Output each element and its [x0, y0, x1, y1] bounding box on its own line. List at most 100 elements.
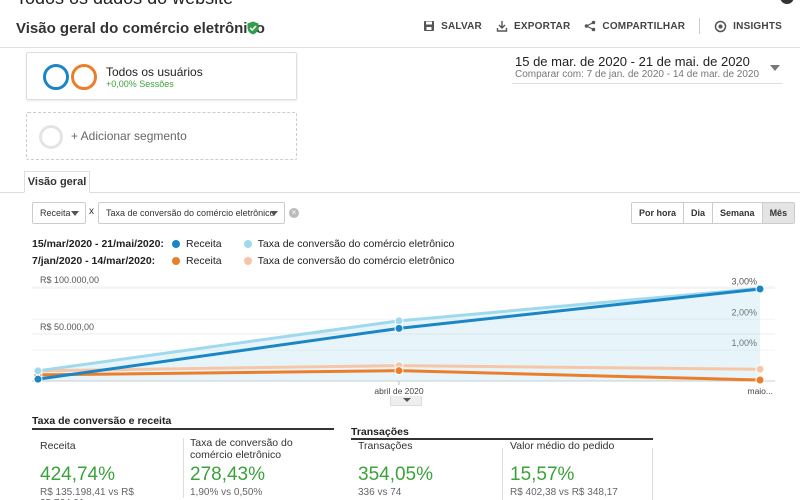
export-button[interactable]: EXPORTAR — [496, 20, 570, 32]
metric2-select-label: Taxa de conversão do comércio eletrônico — [106, 208, 275, 218]
y-left-tick-label: R$ 100.000,00 — [40, 275, 99, 285]
collapse-chart-button[interactable] — [390, 396, 422, 406]
legend-item-label: Taxa de conversão do comércio eletrônico — [257, 238, 455, 250]
chart-area[interactable]: R$ 100.000,00 R$ 50.000,00 1,00% 2,00% 3,00%… — [0, 268, 800, 408]
metric-avg-order-value[interactable]: Valor médio do pedido 15,57% R$ 402,38 v… — [510, 440, 650, 498]
metric-divider — [502, 448, 503, 500]
date-range-compare: Comparar com: 7 de jan. de 2020 - 14 de … — [515, 69, 760, 80]
add-segment-button[interactable]: + Adicionar segmento — [26, 112, 297, 160]
granularity-day-button[interactable]: Dia — [683, 203, 713, 223]
metric-label: Transações — [358, 440, 413, 452]
series-conversion-current-point — [33, 366, 43, 376]
legend-period-label: 7/jan/2020 - 14/mar/2020: — [32, 255, 156, 267]
metric-divider — [183, 438, 184, 498]
metric-value: 278,43% — [190, 464, 266, 485]
segment-name: Todos os usuários — [106, 65, 203, 79]
save-icon — [424, 21, 435, 31]
series-conversion-current-point — [394, 316, 404, 326]
add-segment-label: + Adicionar segmento — [71, 129, 187, 143]
metric1-select[interactable]: Receita — [32, 202, 86, 224]
legend-period-label: 15/mar/2020 - 21/mai/2020: — [32, 238, 164, 250]
legend-item-label: Receita — [186, 238, 222, 250]
x-tick-label: abril de 2020 — [374, 386, 423, 396]
property-view-name: Todos os dados do website — [16, 0, 233, 9]
legend-item-revenue-previous[interactable]: Receita — [172, 255, 222, 267]
verified-shield-icon — [247, 21, 259, 35]
share-label: COMPARTILHAR — [602, 20, 686, 32]
granularity-hour-button[interactable]: Por hora — [632, 203, 684, 223]
metric-transactions[interactable]: Transações 354,05% 336 vs 74 — [358, 440, 498, 498]
section-title-transactions: Transações — [351, 426, 409, 438]
metric-revenue[interactable]: Receita 424,74% R$ 135.198,41 vs R$ 25.7… — [40, 440, 180, 500]
x-tick-label: maio... — [747, 386, 773, 396]
legend-dot-icon — [172, 240, 180, 248]
report-header: Visão geral do comércio eletrônico SALVA… — [0, 8, 800, 48]
insights-label: INSIGHTS — [733, 20, 782, 32]
metric-compare: R$ 402,38 vs R$ 348,17 — [510, 487, 618, 498]
granularity-toggle: Por hora Dia Semana Mês — [631, 202, 796, 224]
legend-item-conversion-previous[interactable]: Taxa de conversão do comércio eletrônico — [243, 255, 455, 267]
empty-segment-circle-icon — [39, 125, 63, 149]
legend-previous-period: 7/jan/2020 - 14/mar/2020: Receita Taxa d… — [32, 254, 468, 268]
share-icon — [585, 20, 596, 32]
series-revenue-current-point — [33, 374, 43, 384]
chevron-down-icon — [71, 211, 79, 216]
metric-label: Valor médio do pedido — [510, 440, 615, 452]
metric-compare: 336 vs 74 — [358, 487, 402, 498]
export-label: EXPORTAR — [513, 20, 571, 32]
series-conversion-current-area — [38, 288, 760, 381]
metric-compare: 1,90% vs 0,50% — [190, 487, 263, 498]
export-icon — [496, 21, 508, 32]
metric-value: 424,74% — [40, 464, 116, 485]
segment-sessions-delta: +0,00% Sessões — [106, 79, 174, 89]
metric-divider — [652, 448, 653, 500]
save-label: SALVAR — [441, 20, 482, 32]
clear-metric-icon[interactable]: × — [289, 208, 299, 218]
chevron-down-icon — [403, 398, 411, 402]
metric2-select[interactable]: Taxa de conversão do comércio eletrônico — [98, 202, 285, 224]
y-left-tick-label: R$ 50.000,00 — [40, 322, 94, 332]
legend-dot-icon — [172, 257, 180, 265]
help-icon[interactable] — [780, 0, 794, 4]
insights-button[interactable]: INSIGHTS — [714, 20, 782, 33]
metric-compare-separator: x — [89, 206, 94, 217]
legend-dot-icon — [243, 240, 252, 248]
legend-item-label: Receita — [186, 255, 222, 267]
section-rule — [351, 438, 653, 440]
tab-overview[interactable]: Visão geral — [24, 171, 90, 193]
series-conversion-previous-point — [755, 364, 765, 374]
chevron-down-icon — [770, 65, 780, 71]
metric-value: 354,05% — [358, 464, 434, 485]
series-revenue-current-point — [394, 323, 404, 333]
y-right-tick-label: 2,00% — [731, 307, 757, 317]
granularity-week-button[interactable]: Semana — [712, 203, 762, 223]
tab-bar-divider — [0, 192, 800, 193]
segment-all-users[interactable]: Todos os usuários +0,00% Sessões — [26, 52, 297, 100]
metric-label: Taxa de conversão do comércio eletrônico — [190, 437, 293, 461]
section-rule — [32, 428, 334, 430]
line-chart[interactable]: R$ 100.000,00 R$ 50.000,00 1,00% 2,00% 3,00%… — [0, 268, 800, 408]
page-title: Visão geral do comércio eletrônico — [16, 20, 265, 37]
metric-conversion-rate[interactable]: Taxa de conversão do comércio eletrônico… — [190, 437, 330, 498]
metric-label: Receita — [40, 440, 76, 452]
account-breadcrumb: Todos os dados do website — [0, 0, 800, 8]
chevron-down-icon — [270, 211, 278, 216]
save-button[interactable]: SALVAR — [423, 20, 482, 32]
legend-item-conversion-current[interactable]: Taxa de conversão do comércio eletrônico — [243, 238, 455, 250]
share-button[interactable]: COMPARTILHAR — [584, 20, 685, 32]
metric-compare: R$ 135.198,41 vs R$ 25.764,91 — [40, 487, 134, 500]
granularity-month-button[interactable]: Mês — [761, 203, 795, 223]
segment-previous-circle-icon — [71, 64, 97, 90]
section-title-conversion-revenue: Taxa de conversão e receita — [32, 415, 172, 427]
legend-dot-icon — [243, 257, 252, 265]
metric1-select-label: Receita — [40, 208, 71, 218]
y-right-tick-label: 3,00% — [731, 276, 757, 286]
legend-item-revenue-current[interactable]: Receita — [172, 238, 222, 250]
series-revenue-previous-point — [755, 375, 765, 385]
date-range-picker[interactable]: 15 de mar. de 2020 - 21 de mai. de 2020 … — [512, 54, 782, 84]
legend-current-period: 15/mar/2020 - 21/mai/2020: Receita Taxa … — [32, 237, 468, 251]
insights-icon — [714, 20, 727, 32]
legend-item-label: Taxa de conversão do comércio eletrônico — [257, 255, 455, 267]
date-range-main: 15 de mar. de 2020 - 21 de mai. de 2020 — [515, 54, 750, 69]
segment-current-circle-icon — [43, 64, 69, 90]
